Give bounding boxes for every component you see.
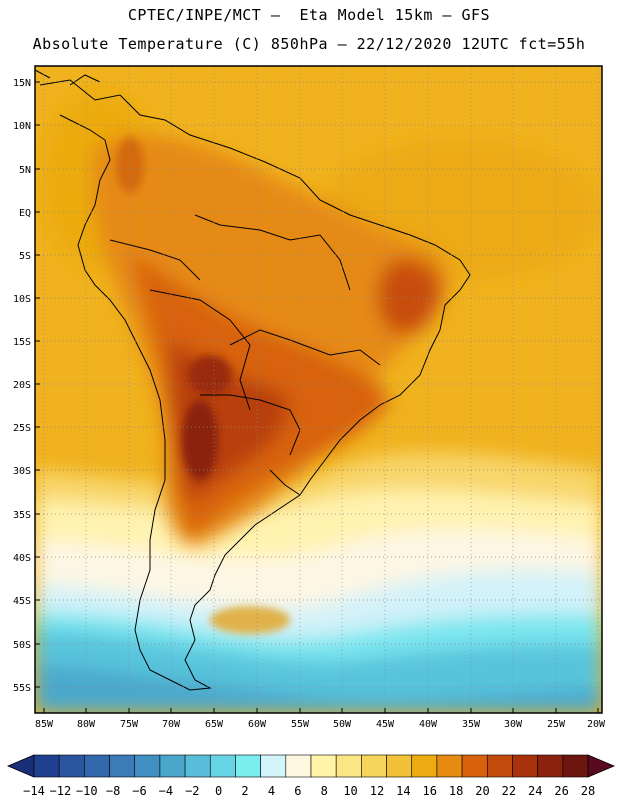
colorbar-label: 4 (268, 784, 275, 798)
border-line-4 (194, 214, 351, 291)
colorbar-cell (33, 754, 60, 778)
colorbar-cell (512, 754, 538, 778)
colorbar-cell (260, 754, 287, 778)
title-line-2: Absolute Temperature (C) 850hPa – 22/12/… (32, 35, 586, 53)
field-minus2-zone (35, 665, 602, 713)
colorbar-label: 16 (422, 784, 436, 798)
lat-label: 10S (13, 294, 31, 305)
colorbar-cell (386, 754, 413, 778)
title-line-1: CPTEC/INPE/MCT – Eta Model 15km – GFS (127, 6, 491, 24)
colorbar-label: −14 (23, 784, 45, 798)
colorbar-cell (209, 754, 236, 778)
colorbar-label: 24 (528, 784, 542, 798)
lon-label: 50W (333, 719, 352, 730)
colorbar-label: −10 (76, 784, 98, 798)
lon-label: 35W (462, 719, 481, 730)
lat-label: 30S (13, 466, 31, 477)
colorbar-cell (562, 754, 589, 778)
lat-label: 20S (13, 380, 31, 391)
lon-label: 40W (419, 719, 438, 730)
colorbar-cell (537, 754, 564, 778)
lat-label: EQ (19, 208, 31, 219)
axis-ticks (35, 81, 599, 713)
lat-label: 25S (13, 423, 31, 434)
colorbar-cell (285, 754, 312, 778)
colorbar-label: 6 (294, 784, 301, 798)
colorbar-label: −2 (185, 784, 199, 798)
colorbar: −14 −12 −10 −8 −6 −4 −2 0 2 4 6 8 10 12 14 16 18 20 22 24 26… (6, 754, 616, 798)
lat-label: 10N (13, 121, 31, 132)
colorbar-cell (461, 754, 488, 778)
lat-label: 55S (13, 683, 31, 694)
border-line-1 (229, 329, 381, 366)
colorbar-label: −6 (132, 784, 146, 798)
colorbar-label: 10 (343, 784, 357, 798)
border-line-6 (269, 469, 301, 496)
lon-label: 60W (248, 719, 267, 730)
south-america-coast (39, 79, 471, 691)
colorbar-labels: −14 −12 −10 −8 −6 −4 −2 0 2 4 6 8 10 12 14 16 18 20 22 24 26… (23, 784, 595, 798)
lon-label: 75W (120, 719, 139, 730)
colorbar-cell (486, 754, 513, 778)
map-frame (34, 65, 603, 714)
colorbar-label: −4 (159, 784, 173, 798)
border-line-3 (200, 394, 301, 456)
colorbar-label: 18 (449, 784, 463, 798)
colorbar-label: −12 (50, 784, 72, 798)
colorbar-cell (361, 754, 387, 778)
longitude-labels: 85W 80W 75W 70W 65W 60W 55W 50W 45W 40W … (35, 719, 606, 730)
colorbar-label: −8 (106, 784, 120, 798)
lat-label: 5N (19, 165, 31, 176)
graticule (35, 66, 602, 713)
colorbar-label: 28 (581, 784, 595, 798)
colorbar-label: 22 (502, 784, 516, 798)
field-chaco-core (188, 355, 232, 395)
lon-label: 25W (547, 719, 566, 730)
colorbar-high-arrow (587, 754, 616, 778)
field-patagonia-warm (210, 606, 290, 634)
lat-label: 15S (13, 337, 31, 348)
lon-label: 65W (205, 719, 224, 730)
colorbar-cell (184, 754, 211, 778)
lat-label: 50S (13, 640, 31, 651)
colorbar-label: 2 (241, 784, 248, 798)
colorbar-cell (310, 754, 337, 778)
lon-label: 45W (376, 719, 395, 730)
lat-label: 35S (13, 510, 31, 521)
colorbar-label: 26 (554, 784, 568, 798)
lat-label: 5S (19, 251, 31, 262)
colorbar-label: 12 (370, 784, 384, 798)
field-northeast-hot (377, 259, 441, 334)
lon-label: 70W (162, 719, 181, 730)
colorbar-cell (134, 754, 161, 778)
field-colombia-warm (116, 137, 144, 193)
colorbar-cell (335, 754, 362, 778)
colorbar-cell (436, 754, 463, 778)
colorbar-cell (58, 754, 85, 778)
lat-label: 15N (13, 78, 31, 89)
temperature-field (35, 66, 602, 713)
border-line-5 (109, 239, 201, 281)
colorbar-label: 0 (215, 784, 222, 798)
lat-label: 40S (13, 553, 31, 564)
colorbar-cell (159, 754, 186, 778)
colorbar-label: 14 (396, 784, 410, 798)
colorbar-cells (33, 754, 589, 778)
colorbar-cell (411, 754, 438, 778)
lon-label: 30W (504, 719, 523, 730)
lon-label: 55W (291, 719, 310, 730)
colorbar-label: 20 (475, 784, 489, 798)
colorbar-label: 8 (321, 784, 328, 798)
colorbar-cell (235, 754, 261, 778)
lon-label: 80W (77, 719, 96, 730)
colorbar-low-arrow (6, 754, 35, 778)
latitude-labels: 15N 10N 5N EQ 5S 10S 15S 20S 25S 30S 35S… (13, 78, 31, 694)
lat-label: 45S (13, 596, 31, 607)
lon-label: 20W (587, 719, 606, 730)
colorbar-cell (109, 754, 136, 778)
colorbar-cell (84, 754, 110, 778)
field-26-core (182, 400, 218, 480)
lon-label: 85W (35, 719, 54, 730)
